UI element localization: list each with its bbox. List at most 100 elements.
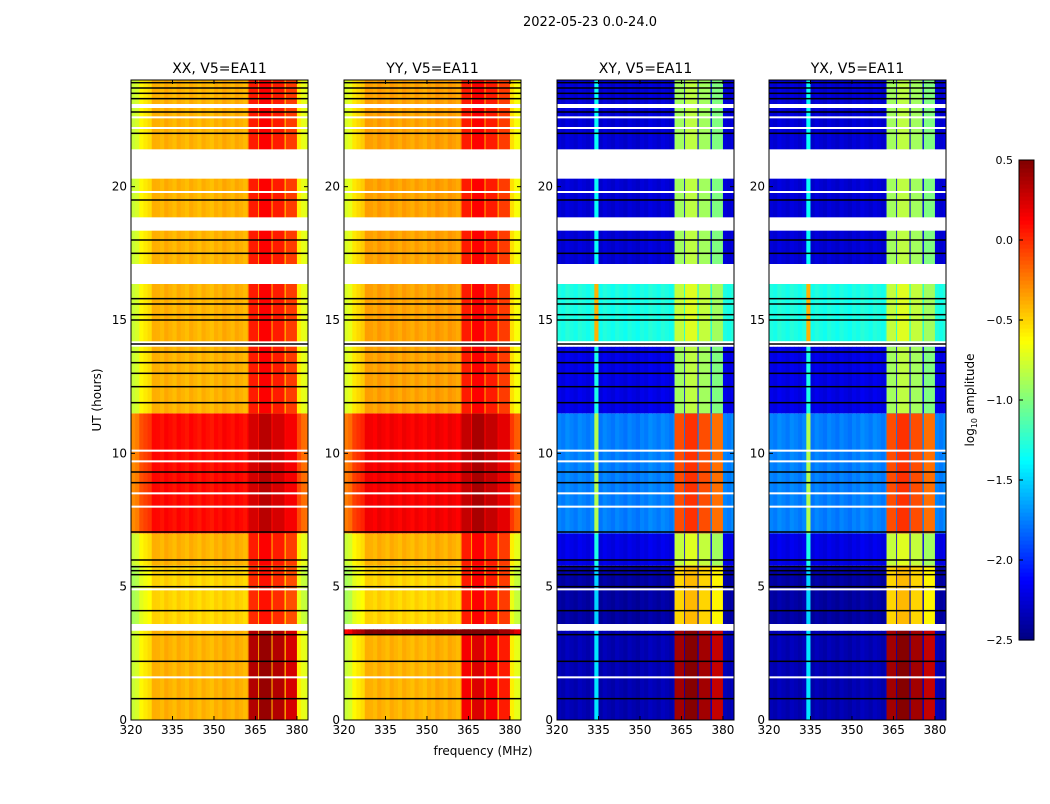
- heatmap-cell: [418, 533, 424, 566]
- colorbar-cell: [1019, 580, 1034, 585]
- heatmap-cell: [839, 630, 845, 720]
- heatmap-cell: [184, 533, 190, 566]
- heatmap-cell: [864, 346, 870, 414]
- colorbar-cell: [1019, 608, 1034, 613]
- heatmap-cell: [789, 284, 795, 342]
- colorbar-cell: [1019, 372, 1034, 377]
- black-line: [557, 361, 734, 364]
- heatmap-cell: [610, 346, 616, 414]
- heatmap-cell: [205, 565, 211, 624]
- colorbar-cell: [1019, 456, 1034, 461]
- black-line: [557, 97, 734, 100]
- heatmap-cell: [639, 630, 645, 720]
- heatmap-cell: [439, 629, 445, 635]
- black-line: [131, 92, 308, 95]
- black-line: [131, 385, 308, 388]
- heatmap-cell: [143, 413, 149, 534]
- black-line: [131, 609, 308, 612]
- colorbar-cell: [1019, 300, 1034, 305]
- flagged-line: [131, 449, 308, 452]
- heatmap-cell: [368, 533, 374, 566]
- heatmap-cell: [872, 284, 878, 342]
- heatmap-cell: [943, 346, 946, 414]
- colorbar-cell: [1019, 492, 1034, 497]
- heatmap-cell: [238, 80, 244, 414]
- colorbar-cell: [1019, 332, 1034, 337]
- heatmap-cell: [727, 346, 732, 414]
- heatmap-cell: [660, 533, 666, 566]
- black-line: [557, 252, 734, 255]
- heatmap-cell: [623, 565, 629, 624]
- heatmap-cell: [397, 565, 403, 624]
- heatmap-cell: [139, 413, 144, 534]
- heatmap-cell: [143, 533, 149, 566]
- heatmap-cell: [509, 413, 515, 534]
- heatmap-cell: [364, 80, 370, 414]
- heatmap-cell: [581, 346, 587, 414]
- heatmap-cell: [305, 533, 308, 566]
- heatmap-cell: [606, 346, 612, 414]
- heatmap-cell: [514, 565, 519, 624]
- heatmap-cell: [602, 630, 608, 720]
- heatmap-cell: [785, 630, 791, 720]
- heatmap-cell: [514, 80, 519, 414]
- heatmap-cell: [876, 346, 882, 414]
- black-line: [769, 297, 946, 300]
- heatmap-cell: [781, 533, 787, 566]
- black-line: [131, 559, 308, 561]
- heatmap-cell: [623, 284, 629, 342]
- black-line: [557, 697, 734, 700]
- heatmap-cell: [381, 80, 386, 414]
- x-tick-label: 380: [498, 723, 521, 737]
- black-line: [344, 481, 521, 484]
- colorbar-cell: [1019, 388, 1034, 393]
- heatmap-cell: [381, 533, 386, 566]
- colorbar-cell: [1019, 308, 1034, 313]
- colorbar-cell: [1019, 304, 1034, 309]
- heatmap-cell: [864, 630, 870, 720]
- x-tick-label: 335: [799, 723, 822, 737]
- heatmap-cell: [652, 533, 658, 566]
- heatmap-cell: [818, 630, 824, 720]
- heatmap-cell: [389, 533, 395, 566]
- heatmap-cell: [590, 284, 595, 342]
- heatmap-cell: [168, 565, 173, 624]
- heatmap-cell: [644, 413, 649, 534]
- heatmap-cell: [835, 630, 841, 720]
- rfi-channel-cell: [886, 413, 897, 534]
- heatmap-cell: [881, 565, 886, 624]
- black-line: [131, 111, 308, 113]
- heatmap-cell: [656, 346, 662, 414]
- black-line: [344, 132, 521, 135]
- heatmap-cell: [586, 533, 591, 566]
- colorbar-cell: [1019, 560, 1034, 565]
- heatmap-cell: [827, 533, 832, 566]
- colorbar-tick-label: −2.5: [986, 634, 1013, 647]
- heatmap-cell: [872, 630, 878, 720]
- black-line: [557, 573, 734, 576]
- heatmap-cell: [856, 413, 861, 534]
- heatmap-cell: [160, 413, 165, 534]
- colorbar-cell: [1019, 168, 1034, 173]
- black-line: [557, 565, 734, 568]
- heatmap-cell: [393, 629, 399, 635]
- heatmap-cell: [296, 565, 302, 624]
- black-line: [557, 569, 734, 572]
- heatmap-cell: [422, 565, 428, 624]
- x-tick-label: 350: [416, 723, 439, 737]
- rfi-channel-cell: [248, 533, 259, 566]
- heatmap-cell: [731, 630, 734, 720]
- black-line: [557, 559, 734, 561]
- heatmap-cell: [868, 630, 874, 720]
- black-line: [131, 87, 308, 89]
- heatmap-cell: [209, 413, 215, 534]
- flagged-line: [769, 492, 946, 495]
- heatmap-cell: [414, 80, 420, 414]
- heatmap-cell: [226, 80, 232, 414]
- flagged-line: [344, 116, 521, 119]
- colorbar-cell: [1019, 628, 1034, 633]
- heatmap-cell: [348, 565, 353, 624]
- rfi-channel-cell: [248, 413, 259, 534]
- heatmap-cell: [881, 533, 886, 566]
